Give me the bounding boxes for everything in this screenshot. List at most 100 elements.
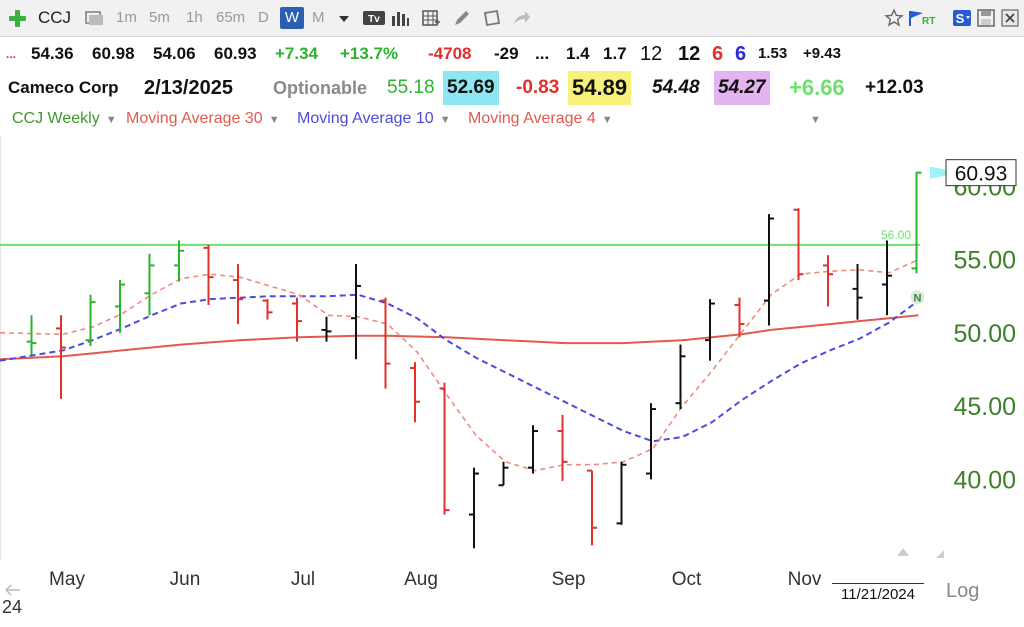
annotate-icon[interactable] [482,8,502,28]
star-icon[interactable] [884,8,904,28]
ohlc-bar [351,263,361,360]
close-icon[interactable] [1000,8,1020,28]
legend-menu[interactable]: ▼ [804,106,821,133]
quote-field-8: +12.03 [865,77,924,98]
ohlc-bar [793,208,804,281]
dropdown-icon[interactable] [336,8,352,28]
ohlc-bar [646,403,656,480]
y-tick-label: 55.00 [953,247,1016,275]
optionable-label: Optionable [273,78,367,98]
chevron-down-icon[interactable]: ▼ [601,114,613,126]
scroll-up-icon [897,548,909,556]
y-tick-label: 50.00 [953,320,1016,348]
y-tick-label: 40.00 [953,466,1016,494]
svg-text:Tv: Tv [368,14,380,25]
legend-label: Moving Average 30 [126,110,263,127]
save-icon[interactable] [976,8,996,28]
ohlc-bar [380,297,391,389]
rt-label: RT [922,16,935,27]
ohlc-bar [144,253,155,316]
quote-value-4: 1.4 [566,44,590,63]
quote-field-7: +6.66 [789,75,845,100]
quote-prefix: ... [6,47,17,61]
legend-ma10[interactable]: Moving Average 10 ▼ [297,106,451,133]
log-scale-toggle[interactable]: Log [946,580,980,602]
ohlc-bar [174,240,184,282]
quote-value-3: ... [535,44,550,63]
scroll-left-icon [5,584,20,596]
s-label: S [956,11,965,26]
quote-field-4: 54.89 [568,71,632,105]
quote-value-11: +9.43 [803,45,841,62]
ohlc-bar [233,263,243,325]
period-1m[interactable]: 1m [116,9,137,26]
y-tick-label: 60.00 [953,173,1016,201]
legend-ma30[interactable]: Moving Average 30 ▼ [126,106,280,133]
ohlc-bar [26,315,37,355]
ohlc-bar [292,297,302,342]
pen-icon[interactable] [452,8,472,28]
period-5m[interactable]: 5m [149,9,170,26]
ohlc-bar [439,382,450,515]
ohlc-bar [675,344,686,410]
ma-line-moving-average-30 [0,314,919,361]
quote-value-7: 12 [678,43,701,65]
ohlc-bar [262,299,273,320]
screen-icon[interactable] [84,8,104,28]
legend-label: CCJ Weekly [12,110,100,127]
resize-corner-icon [936,550,944,558]
table-icon[interactable] [421,8,441,28]
ohlc-bar [823,255,833,307]
s-icon[interactable]: S [952,8,972,28]
legend-label: Moving Average 10 [297,110,434,127]
year-label: 24 [2,597,23,617]
quote-field-2: 52.69 [443,71,499,105]
resistance-label: 56.00 [881,228,911,242]
legend-ma4[interactable]: Moving Average 4 ▼ [468,106,613,133]
marker-label: N [914,292,922,304]
ohlc-bar [469,467,479,549]
period-m[interactable]: M [312,9,325,26]
ohlc-bar [115,280,125,333]
quote-row-2: Cameco Corp 2/13/2025 Optionable 55.18 5… [0,71,1024,105]
x-tick-label: Sep [552,569,586,590]
ohlc-bar [911,171,922,274]
period-65m[interactable]: 65m [216,9,246,26]
period-1h[interactable]: 1h [186,9,203,26]
rt-flag-icon[interactable]: RT [908,8,944,28]
ohlc-bar [705,299,715,361]
ma-line-moving-average-4 [0,258,919,472]
legend-ccj-weekly[interactable]: CCJ Weekly ▼ [12,106,117,133]
x-tick-label: Aug [404,569,438,590]
x-tick-label: May [49,569,85,590]
quote-field-6: 54.27 [714,71,770,105]
period-w[interactable]: W [280,7,304,29]
symbol-label[interactable]: CCJ [38,8,72,27]
ohlc-bar [616,461,627,525]
chevron-down-icon[interactable]: ▼ [105,114,117,126]
quote-row-1: ... 54.36 60.98 54.06 60.93 +7.34 +13.7%… [0,38,1024,70]
quote-change: +7.34 [275,44,319,63]
quote-value-6: 12 [640,43,663,65]
chevron-down-icon[interactable]: ▼ [268,114,280,126]
ohlc-bar [557,414,568,481]
bars-icon[interactable] [390,8,410,28]
tv-icon[interactable]: Tv [362,8,386,28]
x-tick-label: Jul [291,569,315,590]
quote-open: 54.36 [31,44,74,63]
add-icon[interactable] [8,9,27,28]
toolbar: CCJ 1m 5m 1h 65m D W M Tv RT S [0,0,1024,37]
period-d[interactable]: D [258,9,269,26]
last-price-label: 60.93 [955,163,1008,186]
quote-field-1: 55.18 [387,77,435,98]
share-icon[interactable] [511,8,531,28]
x-tick-label: Nov [788,569,822,590]
ohlc-bar [56,315,66,399]
ohlc-bar [852,263,863,320]
chevron-down-icon[interactable]: ▼ [810,114,821,126]
quote-date: 2/13/2025 [144,77,233,99]
chevron-down-icon[interactable]: ▼ [439,114,451,126]
ohlc-bar [498,461,509,487]
quote-value-10: 1.53 [758,45,788,62]
ma-line-moving-average-10 [0,293,920,443]
